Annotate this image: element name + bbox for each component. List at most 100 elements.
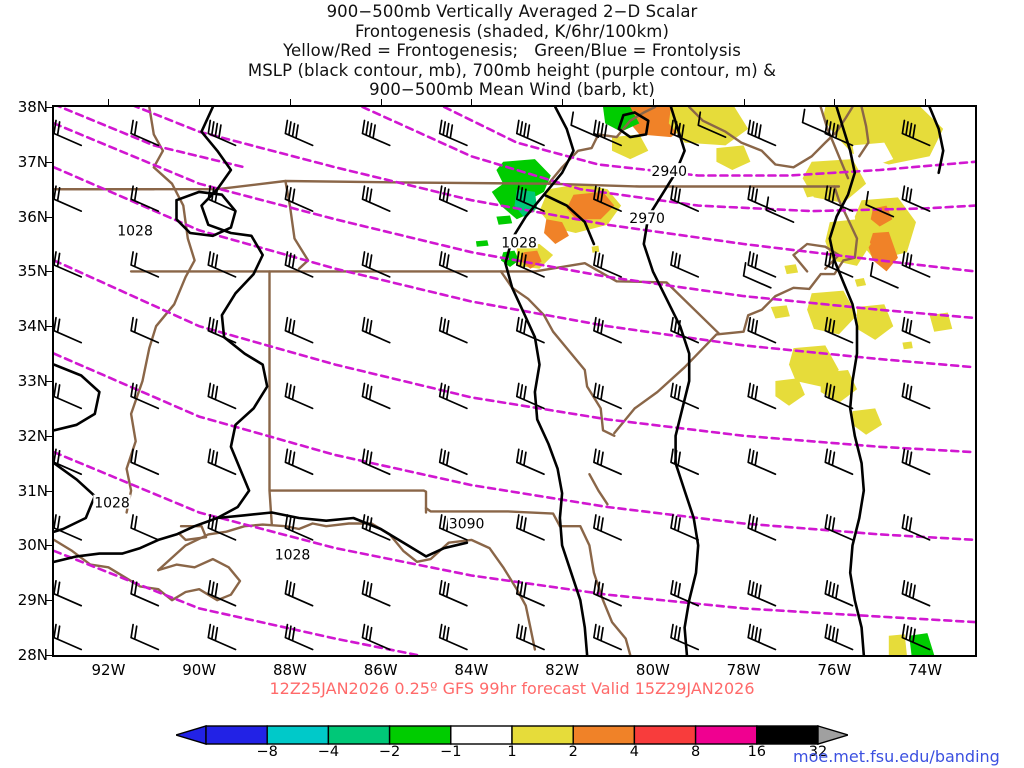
lon-tick-mark — [108, 99, 110, 105]
lon-tick-90W: 90W — [182, 661, 217, 679]
lon-tick-mark — [652, 99, 654, 105]
shaded-region — [544, 219, 569, 244]
lat-tick-30N: 30N — [17, 536, 48, 555]
shaded-region — [854, 278, 867, 287]
geo-outline — [269, 489, 428, 514]
wind-barb — [284, 623, 314, 651]
wind-barb — [901, 579, 931, 607]
colorbar-over-arrow — [817, 725, 848, 745]
height-contour — [54, 549, 419, 655]
wind-barb — [438, 316, 468, 344]
contour-label: 1028 — [501, 235, 537, 251]
lat-tick-mark — [46, 216, 52, 218]
wind-barb — [901, 316, 931, 344]
wind-barb — [284, 514, 314, 541]
lat-tick-28N: 28N — [17, 646, 48, 664]
lon-tick-mark — [562, 99, 564, 105]
lon-tick-mark — [834, 99, 836, 105]
map-canvas: 1028 1028 1028 1028 2940 2970 3090 — [54, 107, 975, 655]
shaded-region — [929, 312, 953, 332]
wind-barb — [747, 448, 777, 476]
wind-barb — [130, 185, 160, 212]
lat-tick-mark — [46, 600, 52, 602]
shaded-region — [857, 304, 894, 340]
lat-tick-29N: 29N — [17, 591, 48, 610]
colorbar[interactable] — [176, 724, 848, 746]
wind-barb — [207, 623, 237, 651]
shaded-region — [475, 240, 489, 247]
wind-barb — [901, 185, 931, 212]
colorbar-swatch — [450, 725, 513, 745]
wind-barb — [670, 579, 700, 607]
colorbar-tick: −1 — [440, 744, 462, 760]
wind-barb — [361, 448, 391, 476]
shaded-region — [784, 264, 799, 275]
wind-barb — [130, 251, 160, 278]
shaded-region — [496, 215, 513, 225]
wind-barb — [438, 119, 468, 147]
geo-outline — [688, 107, 854, 169]
wind-barb — [515, 514, 545, 541]
wind-barb — [284, 316, 314, 344]
wind-barb — [207, 448, 237, 476]
lat-tick-38N: 38N — [17, 98, 48, 116]
colorbar-tick: 1 — [507, 744, 517, 760]
wind-barb — [515, 185, 545, 212]
height-contour — [57, 107, 246, 169]
title-line-5: 900−500mb Mean Wind (barb, kt) — [369, 80, 655, 100]
mslp-contour — [54, 461, 97, 533]
map-plot-area[interactable]: 1028 1028 1028 1028 2940 2970 3090 — [52, 105, 977, 657]
wind-barb — [284, 448, 314, 476]
lon-tick-78W: 78W — [726, 661, 761, 679]
wind-barb — [901, 251, 931, 278]
state-boundaries — [54, 107, 870, 655]
height-700mb-contours — [54, 107, 975, 655]
contour-label-bg — [273, 546, 312, 561]
wind-barb — [438, 579, 468, 607]
wind-barb — [747, 185, 777, 212]
wind-barb — [901, 623, 931, 651]
wind-barb — [593, 185, 622, 212]
title-line-3: Yellow/Red = Frontogenesis; Green/Blue =… — [283, 41, 741, 61]
mslp-contour — [504, 107, 589, 655]
wind-barb — [593, 119, 622, 147]
wind-barb — [697, 111, 727, 138]
colorbar-swatch — [388, 725, 452, 745]
wind-barb — [747, 251, 777, 278]
wind-barb — [765, 196, 795, 223]
wind-barb — [207, 119, 237, 147]
wind-barb — [824, 579, 854, 607]
contour-label-bg — [500, 234, 538, 249]
wind-barb — [284, 185, 314, 212]
colorbar-swatch — [756, 725, 819, 745]
shaded-region — [716, 145, 751, 170]
title-line-4: MSLP (black contour, mb), 700mb height (… — [247, 60, 777, 80]
shaded-region — [888, 634, 907, 655]
lat-tick-mark — [46, 490, 52, 492]
source-watermark: moe.met.fsu.edu/banding — [793, 747, 1000, 766]
wind-barb — [284, 579, 314, 607]
lat-tick-37N: 37N — [17, 152, 48, 171]
wind-barb — [438, 382, 468, 410]
lat-tick-34N: 34N — [17, 317, 48, 336]
lon-tick-86W: 86W — [363, 661, 398, 679]
wind-barb — [670, 623, 700, 651]
height-contour — [133, 107, 975, 273]
shaded-region — [591, 245, 600, 253]
wind-barb — [901, 448, 931, 476]
wind-barb — [824, 119, 854, 147]
contour-label-bg — [628, 210, 666, 225]
lon-tick-82W: 82W — [545, 661, 580, 679]
colorbar-under-arrow — [176, 725, 207, 745]
shaded-region — [807, 290, 857, 335]
wind-barb — [54, 251, 83, 278]
height-contour — [54, 122, 975, 320]
wind-barb — [130, 316, 160, 344]
wind-barb — [593, 448, 622, 476]
contour-label: 1028 — [117, 223, 153, 239]
wind-barb — [515, 579, 545, 607]
wind-barb — [438, 448, 468, 476]
lat-tick-32N: 32N — [17, 426, 48, 445]
wind-barb — [207, 579, 237, 607]
wind-barb — [515, 119, 545, 147]
